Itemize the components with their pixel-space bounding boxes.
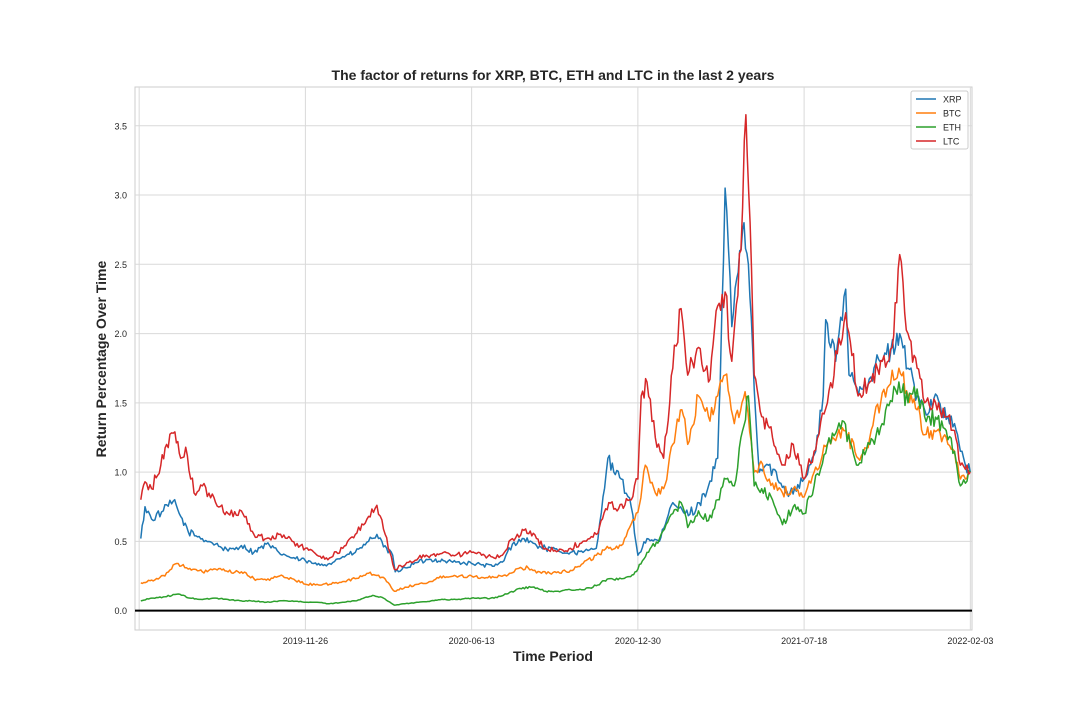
chart-title: The factor of returns for XRP, BTC, ETH … bbox=[332, 67, 775, 83]
legend: XRP BTC ETH LTC bbox=[910, 90, 969, 150]
legend-label-ltc: LTC bbox=[943, 137, 960, 147]
axis-ticks: 0.0 0.5 1.0 1.5 2.0 2.5 3.0 3.5 2019-11-26 2020-0… bbox=[114, 121, 993, 646]
series-line-xrp bbox=[140, 187, 972, 573]
series-line-eth bbox=[140, 381, 971, 606]
x-tick-label: 2022-02-03 bbox=[947, 636, 993, 646]
x-axis-label: Time Period bbox=[513, 648, 593, 664]
x-tick-label: 2020-12-30 bbox=[615, 636, 661, 646]
y-tick-label: 0.0 bbox=[114, 606, 127, 616]
legend-label-btc: BTC bbox=[943, 109, 962, 119]
y-axis-label: Return Percentage Over Time bbox=[93, 260, 109, 457]
y-tick-label: 0.5 bbox=[114, 537, 127, 547]
grid-lines bbox=[135, 87, 972, 630]
series-lines bbox=[140, 113, 972, 606]
legend-box bbox=[910, 90, 969, 150]
y-tick-label: 3.0 bbox=[114, 191, 127, 201]
x-tick-label: 2021-07-18 bbox=[781, 636, 827, 646]
y-tick-label: 2.0 bbox=[114, 329, 127, 339]
y-tick-label: 1.0 bbox=[114, 468, 127, 478]
legend-label-eth: ETH bbox=[943, 123, 961, 133]
x-tick-label: 2020-06-13 bbox=[449, 636, 495, 646]
series-line-btc bbox=[140, 367, 971, 593]
y-tick-label: 1.5 bbox=[114, 398, 127, 408]
series-line-ltc bbox=[140, 113, 971, 571]
legend-label-xrp: XRP bbox=[943, 95, 962, 105]
y-tick-label: 2.5 bbox=[114, 260, 127, 270]
x-tick-label: 2019-11-26 bbox=[283, 636, 328, 646]
y-tick-label: 3.5 bbox=[114, 121, 127, 131]
